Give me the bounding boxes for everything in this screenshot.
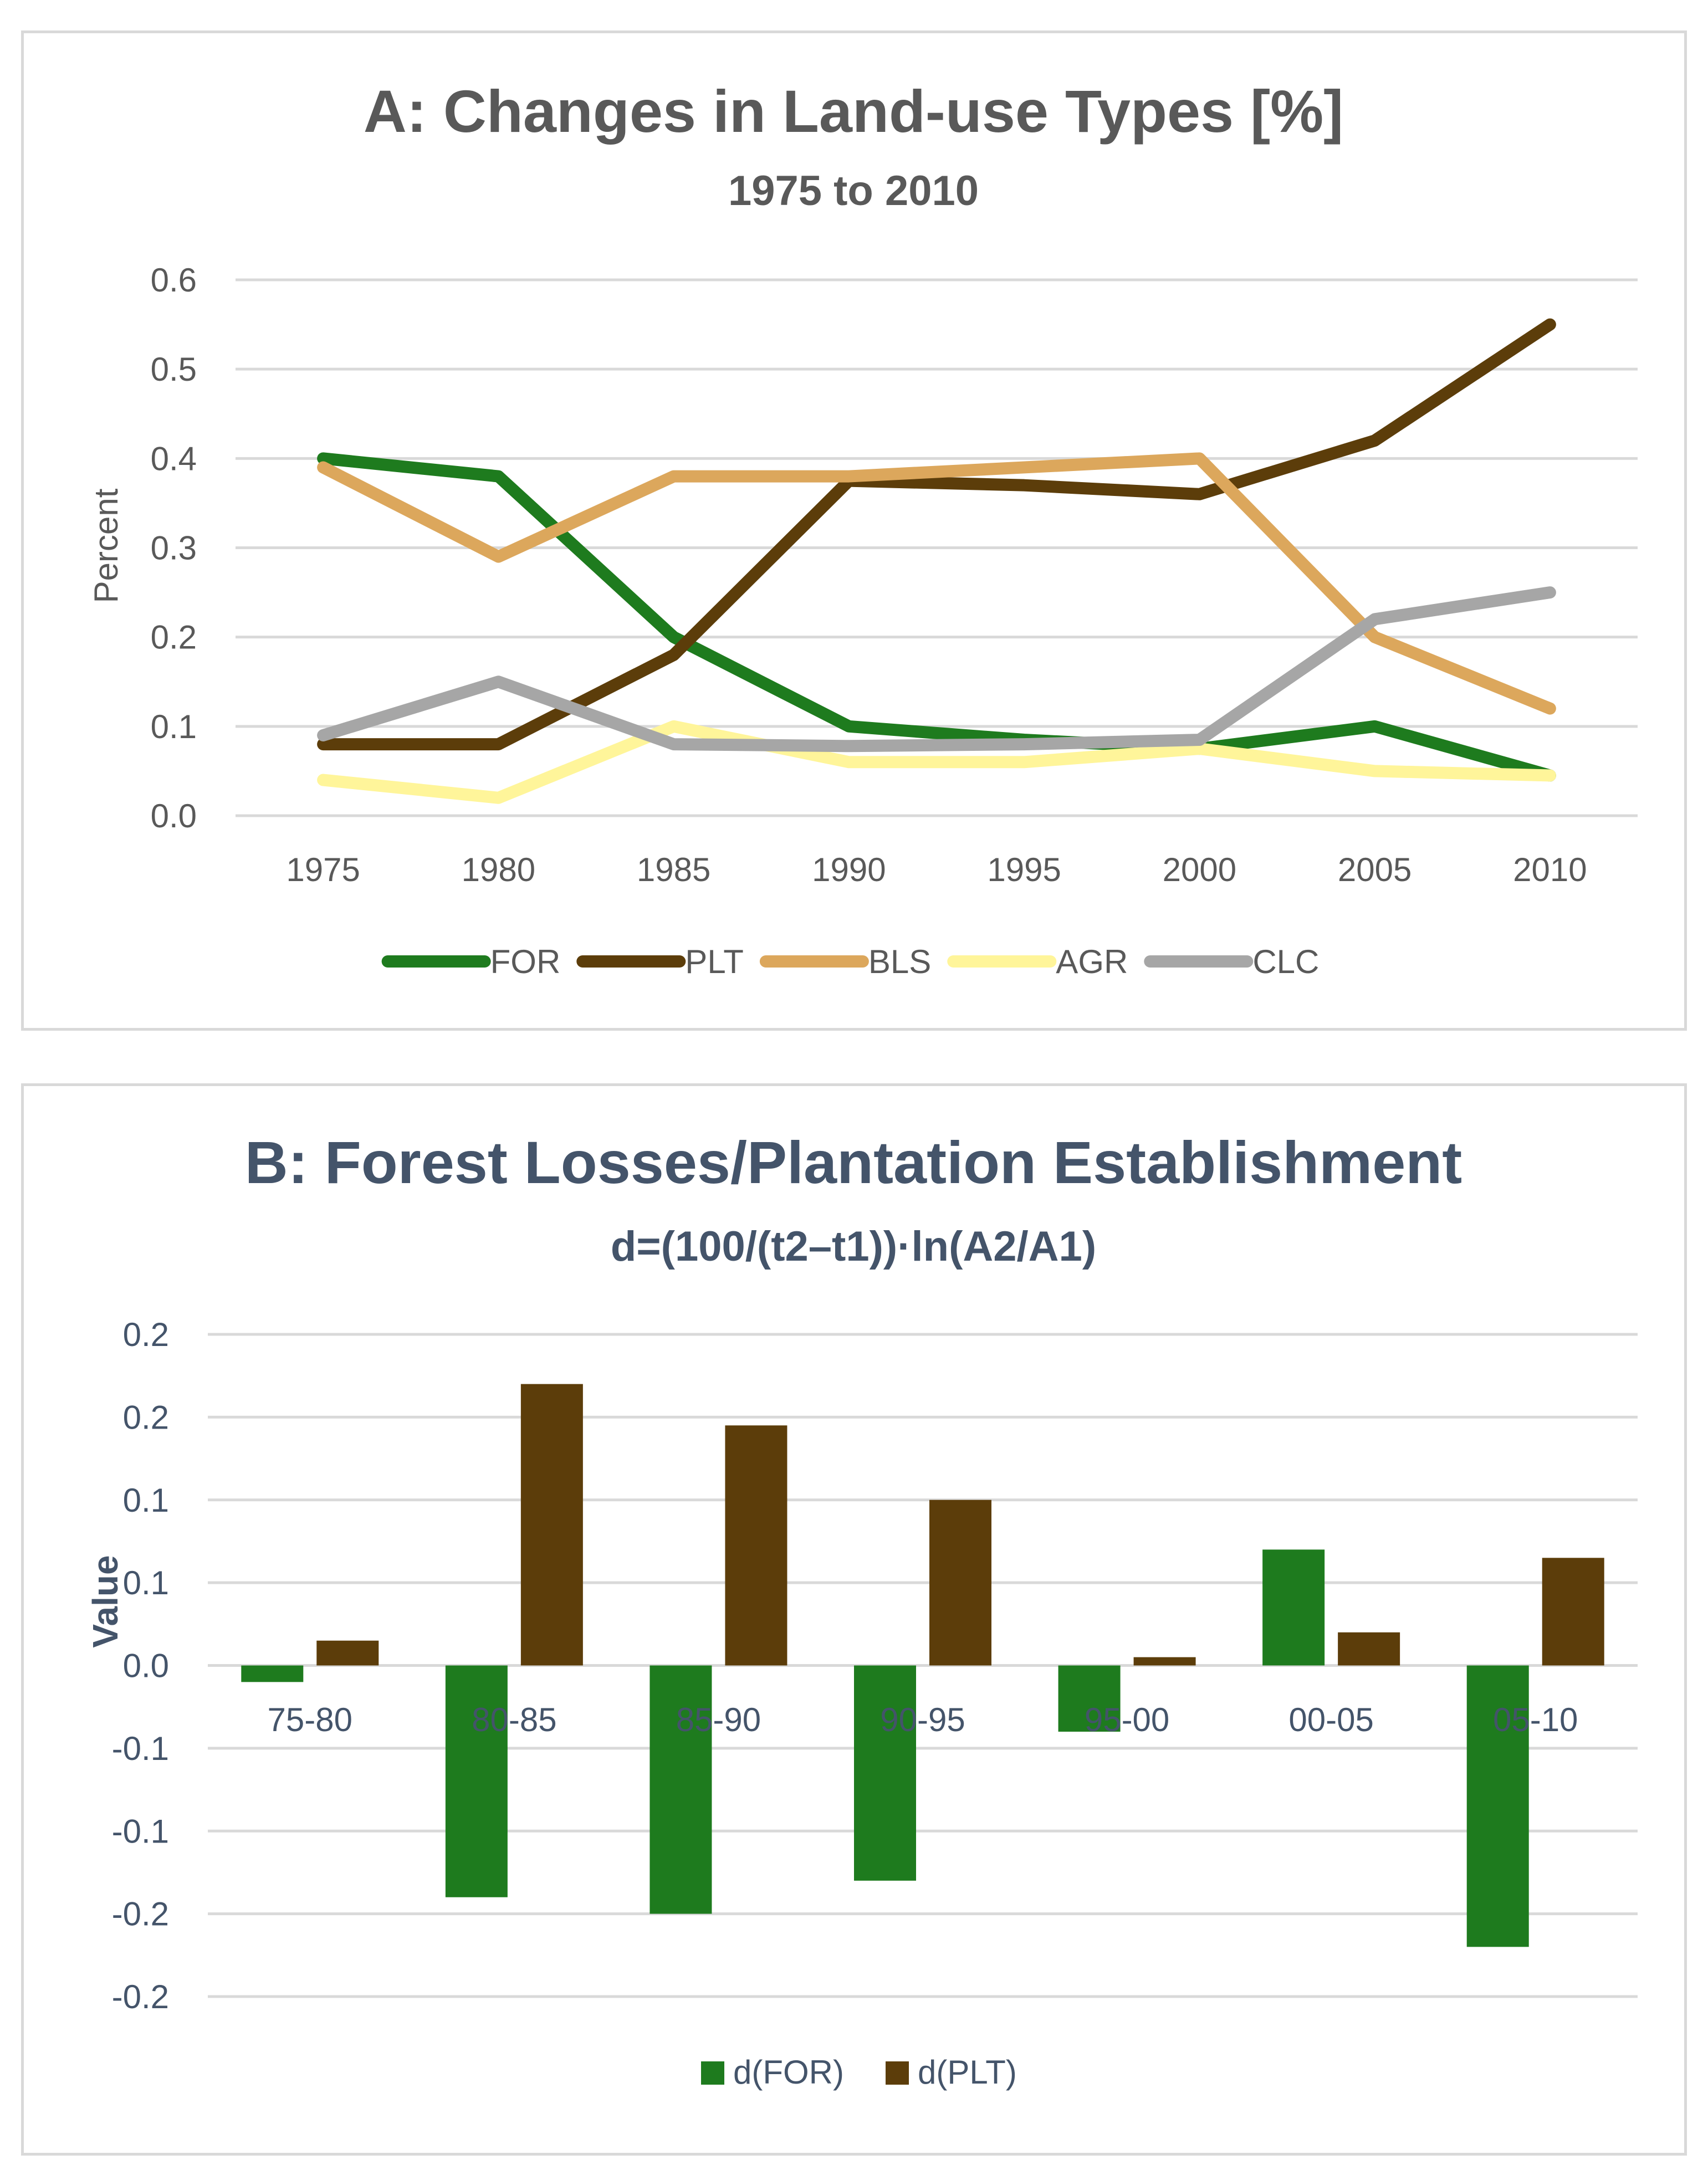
bar-d-plt-05-10 <box>1542 1558 1604 1666</box>
legend-label-agr: AGR <box>1056 943 1128 980</box>
series-line-plt <box>317 318 1556 751</box>
chart-b-bars <box>241 1384 1604 1947</box>
chart-a-y-tick-label: 0.2 <box>151 619 197 656</box>
chart-b-x-tick-label: 75-80 <box>268 1701 352 1738</box>
chart-b-subtitle: d=(100/(t2–t1))·ln(A2/A1) <box>611 1223 1096 1270</box>
chart-b-y-tick-label: 0.1 <box>123 1482 169 1519</box>
chart-a-y-tick-label: 0.6 <box>151 262 197 299</box>
chart-a-x-tick-label: 1995 <box>987 851 1061 888</box>
chart-a-y-tick-label: 0.1 <box>151 708 197 745</box>
chart-a-x-tick-label: 2000 <box>1163 851 1236 888</box>
bar-d-plt-80-85 <box>520 1384 583 1666</box>
series-line-for <box>317 452 1556 782</box>
chart-b-title: B: Forest Losses/Plantation Establishmen… <box>245 1129 1462 1196</box>
chart-a-x-tick-label: 1975 <box>286 851 360 888</box>
series-line-bls <box>317 452 1556 715</box>
chart-a-y-ticks: 0.0 0.1 0.2 0.3 0.4 0.5 0.6 <box>151 262 197 835</box>
chart-a-title: A: Changes in Land-use Types [%] <box>364 78 1343 145</box>
chart-a-y-tick-label: 0.4 <box>151 440 197 477</box>
chart-b-x-tick-label: 80-85 <box>472 1701 556 1738</box>
bar-d-plt-95-00 <box>1133 1657 1196 1666</box>
chart-a-x-tick-label: 2005 <box>1338 851 1412 888</box>
chart-a-x-tick-label: 2010 <box>1513 851 1587 888</box>
chart-a-x-tick-label: 1990 <box>812 851 886 888</box>
chart-a-y-axis-label: Percent <box>88 488 125 603</box>
chart-a-subtitle: 1975 to 2010 <box>728 167 979 214</box>
bar-d-for-75-80 <box>241 1665 304 1682</box>
bar-d-plt-85-90 <box>725 1425 787 1666</box>
chart-b-legend: d(FOR) d(PLT) <box>701 2054 1017 2091</box>
chart-b-y-tick-label: 0.2 <box>123 1399 169 1436</box>
chart-a-x-tick-label: 1985 <box>637 851 710 888</box>
bar-d-for-00-05 <box>1262 1549 1325 1666</box>
series-line-clc <box>317 586 1556 753</box>
chart-b-y-ticks: -0.2 -0.2 -0.1 -0.1 0.0 0.1 0.1 0.2 0.2 <box>112 1316 169 2015</box>
bar-d-for-90-95 <box>854 1665 916 1881</box>
chart-a-y-tick-label: 0.0 <box>151 797 197 835</box>
chart-b-y-tick-label: -0.1 <box>112 1813 169 1850</box>
bar-d-plt-90-95 <box>929 1499 991 1666</box>
chart-b-x-tick-label: 00-05 <box>1288 1701 1373 1738</box>
chart-a-x-ticks: 1975 1980 1985 1990 1995 2000 2005 2010 <box>286 851 1587 888</box>
bar-d-for-85-90 <box>650 1665 712 1914</box>
chart-b-y-tick-label: -0.2 <box>112 1978 169 2015</box>
chart-a-panel <box>21 30 1687 1031</box>
chart-b-y-tick-label: 0.2 <box>123 1316 169 1353</box>
bar-d-for-80-85 <box>445 1665 508 1897</box>
chart-a-x-tick-label: 1980 <box>462 851 535 888</box>
chart-b-panel <box>21 1083 1687 2156</box>
chart-a-gridlines <box>236 278 1638 817</box>
chart-b-x-ticks: 75-80 80-85 85-90 90-95 95-00 00-05 05-10 <box>268 1701 1578 1738</box>
chart-b-x-tick-label: 95-00 <box>1085 1701 1169 1738</box>
chart-b-gridlines <box>208 1333 1638 1998</box>
legend-swatch-d-for <box>701 2061 724 2085</box>
chart-b-x-tick-label: 85-90 <box>676 1701 761 1738</box>
legend-label-plt: PLT <box>685 943 744 980</box>
chart-b-y-tick-label: -0.2 <box>112 1896 169 1933</box>
legend-label-for: FOR <box>490 943 561 980</box>
chart-b-y-tick-label: -0.1 <box>112 1730 169 1767</box>
chart-b-y-tick-label: 0.0 <box>123 1647 169 1685</box>
legend-label-d-plt: d(PLT) <box>918 2054 1017 2091</box>
chart-a-legend: FOR PLT BLS AGR CLC <box>381 943 1319 980</box>
legend-label-d-for: d(FOR) <box>733 2054 844 2091</box>
series-line-agr <box>317 720 1556 804</box>
chart-b-y-axis-label: Value <box>85 1555 125 1647</box>
bar-d-for-95-00 <box>1058 1665 1121 1732</box>
chart-b-x-tick-label: 90-95 <box>880 1701 965 1738</box>
legend-label-bls: BLS <box>868 943 931 980</box>
legend-swatch-d-plt <box>886 2061 909 2085</box>
legend-label-clc: CLC <box>1252 943 1319 980</box>
chart-a-series-lines <box>317 318 1556 804</box>
bar-d-plt-00-05 <box>1338 1632 1400 1666</box>
chart-a-y-tick-label: 0.5 <box>151 351 197 388</box>
bar-d-plt-75-80 <box>316 1640 379 1666</box>
chart-a-y-tick-label: 0.3 <box>151 530 197 567</box>
chart-b-y-tick-label: 0.1 <box>123 1564 169 1601</box>
bar-d-for-05-10 <box>1466 1665 1529 1947</box>
chart-b-x-tick-label: 05-10 <box>1493 1701 1578 1738</box>
